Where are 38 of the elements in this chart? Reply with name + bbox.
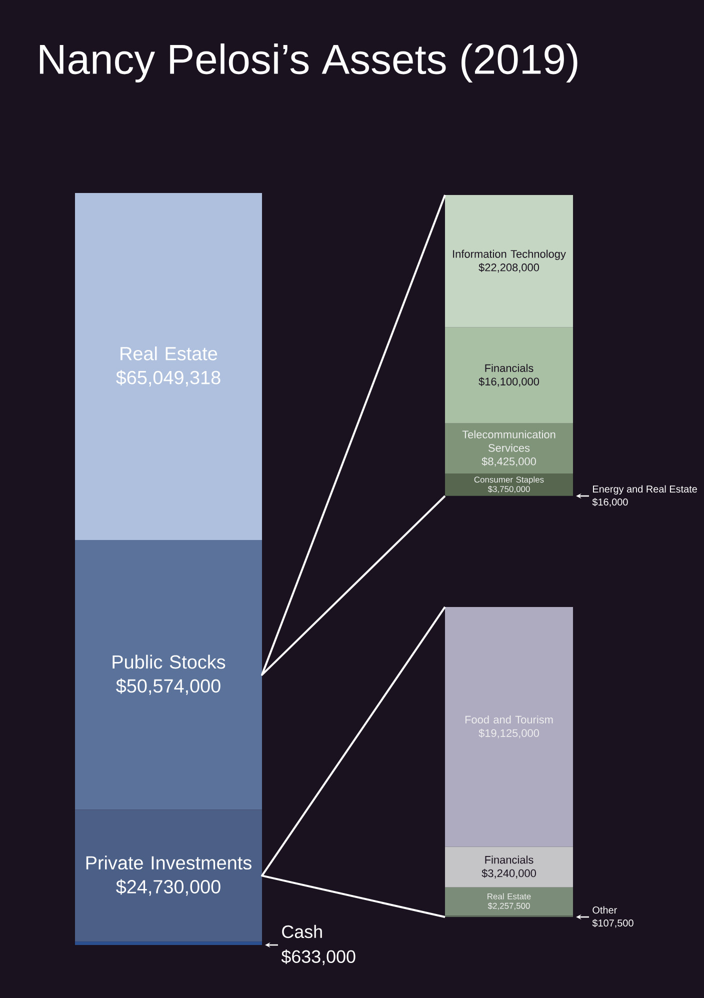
bar (75, 810, 262, 942)
series-label: Real Estate (120, 346, 218, 360)
data-label: $24,730,000 (116, 879, 220, 896)
series-label: Private Investments (86, 856, 252, 870)
bar (445, 327, 574, 424)
data-label: $16,000 (592, 498, 628, 507)
series-label: Consumer Staples (474, 476, 544, 484)
series-label: Public Stocks (112, 654, 226, 669)
data-label: $65,049,318 (116, 370, 220, 386)
series-label: Information Technology (453, 250, 566, 260)
data-label: $107,500 (592, 919, 634, 928)
data-label: $2,257,500 (488, 902, 530, 910)
data-label: $3,750,000 (488, 486, 530, 494)
data-label: $19,125,000 (478, 728, 540, 738)
series-label: Food and Tourism (465, 715, 553, 724)
series-label: Real Estate (488, 893, 531, 900)
chart-title: Nancy Pelosi’s Assets (2019) (40, 43, 578, 82)
bar (75, 192, 262, 540)
data-label: $8,425,000 (482, 457, 536, 467)
bar (75, 942, 262, 945)
bar (445, 887, 574, 916)
bar (445, 423, 574, 474)
bar (445, 846, 574, 888)
series-label: Other (592, 906, 617, 914)
series-label: Telecommunication Services (462, 430, 556, 452)
data-label: $3,240,000 (482, 868, 536, 878)
data-label: $633,000 (281, 950, 356, 966)
data-label: $16,100,000 (478, 377, 540, 387)
bar (75, 540, 262, 810)
bar (445, 194, 574, 328)
data-label: $50,574,000 (116, 678, 220, 695)
text: Energy and Real Estate (593, 485, 697, 495)
series-label: Cash (282, 924, 322, 938)
series-label: Financials (485, 856, 534, 864)
series-label: Financials (485, 364, 534, 372)
bar (445, 606, 574, 847)
bar (445, 474, 574, 496)
data-label: $22,208,000 (478, 263, 540, 273)
